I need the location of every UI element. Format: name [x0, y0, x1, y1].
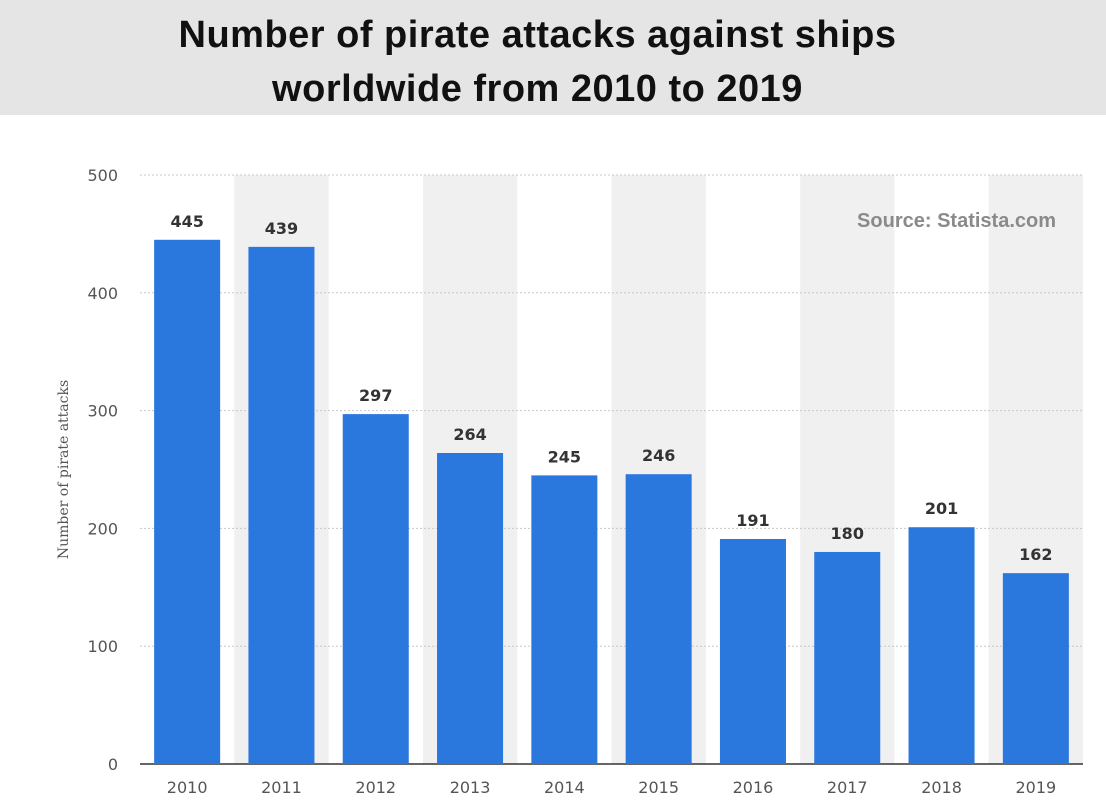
bar	[154, 239, 221, 765]
bar	[625, 474, 692, 764]
y-tick-label: 0	[108, 755, 118, 774]
data-label: 264	[453, 425, 486, 444]
bar	[531, 475, 598, 764]
title-bar	[0, 0, 1106, 115]
data-label: 445	[170, 212, 203, 231]
x-tick-label: 2015	[638, 778, 679, 797]
data-label: 201	[925, 499, 958, 518]
y-tick-label: 500	[87, 166, 118, 185]
y-tick-label: 100	[87, 637, 118, 656]
bar	[814, 551, 881, 764]
x-tick-label: 2013	[450, 778, 491, 797]
bar	[437, 453, 504, 764]
data-label: 245	[548, 447, 581, 466]
source-note: Source: Statista.com	[857, 210, 1056, 232]
x-tick-label: 2019	[1015, 778, 1056, 797]
chart-title: Number of pirate attacks against ships w…	[0, 8, 1075, 116]
x-tick-label: 2012	[355, 778, 396, 797]
y-axis-title: Number of pirate attacks	[56, 380, 72, 559]
data-label: 297	[359, 386, 392, 405]
data-label: 191	[736, 511, 769, 530]
y-tick-label: 200	[87, 519, 118, 538]
bar	[1002, 573, 1069, 764]
data-label: 246	[642, 446, 675, 465]
bar	[342, 414, 409, 764]
bar	[908, 527, 975, 764]
data-label: 439	[265, 219, 298, 238]
y-tick-label: 400	[87, 284, 118, 303]
chart-title-line-2: worldwide from 2010 to 2019	[272, 68, 803, 110]
bar	[719, 539, 786, 764]
chart-title-line-1: Number of pirate attacks against ships	[178, 14, 897, 56]
x-tick-label: 2011	[261, 778, 302, 797]
data-label: 162	[1019, 545, 1052, 564]
data-label: 180	[831, 524, 864, 543]
x-tick-label: 2018	[921, 778, 962, 797]
x-tick-label: 2010	[167, 778, 208, 797]
x-tick-label: 2017	[827, 778, 868, 797]
bar	[248, 246, 315, 764]
x-tick-label: 2014	[544, 778, 585, 797]
y-tick-label: 300	[87, 402, 118, 421]
x-tick-label: 2016	[733, 778, 774, 797]
